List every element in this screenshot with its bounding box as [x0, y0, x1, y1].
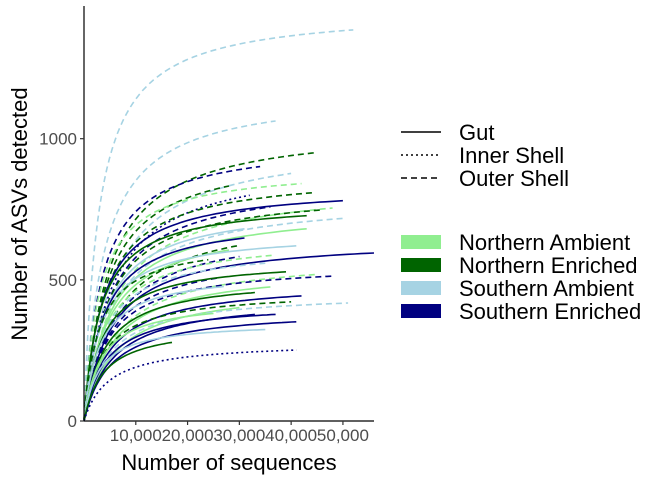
series-line — [83, 312, 214, 422]
series-line — [83, 258, 209, 422]
series-line — [83, 285, 224, 422]
x-tick-label: 30,000 — [213, 426, 265, 445]
series-line — [83, 217, 343, 422]
series-line — [83, 245, 297, 422]
legend-color-label: Northern Ambient — [459, 230, 630, 255]
x-tick-label: 20,000 — [162, 426, 214, 445]
legend-color-label: Northern Enriched — [459, 253, 638, 278]
series-line — [83, 214, 307, 422]
legend-color-swatch — [401, 258, 441, 272]
x-axis-ticks: 10,000 20,000 30,000 40,000 50,000 — [110, 421, 369, 445]
series-line — [83, 120, 276, 422]
series-line — [83, 328, 266, 422]
series-line — [83, 321, 297, 422]
series-line — [83, 172, 292, 422]
legend-color-swatch — [401, 281, 441, 295]
legend-color-label: Southern Ambient — [459, 276, 634, 301]
legend-linetype-label: Inner Shell — [459, 143, 564, 168]
series-lines — [83, 29, 375, 422]
x-tick-label: 10,000 — [110, 426, 162, 445]
series-line — [83, 29, 354, 422]
series-line — [83, 182, 302, 422]
x-tick-label: 50,000 — [317, 426, 369, 445]
y-tick-label: 1000 — [39, 130, 77, 149]
legend-color-swatch — [401, 304, 441, 318]
legend-color-swatch — [401, 235, 441, 249]
legend-color-label: Southern Enriched — [459, 299, 641, 324]
y-axis-title: Number of ASVs detected — [7, 87, 32, 340]
legend-linetype-label: Outer Shell — [459, 166, 569, 191]
y-tick-label: 0 — [68, 412, 77, 431]
series-line — [83, 349, 297, 422]
series-line — [83, 209, 323, 422]
y-axis-ticks: 0 500 1000 — [39, 130, 84, 431]
y-tick-label: 500 — [49, 271, 77, 290]
x-tick-label: 40,000 — [265, 426, 317, 445]
x-axis-title: Number of sequences — [121, 450, 336, 475]
legend-linetype-label: Gut — [459, 120, 494, 145]
series-line — [83, 252, 375, 422]
series-line — [83, 275, 333, 422]
series-line — [83, 313, 276, 422]
series-line — [83, 207, 333, 422]
series-line — [83, 341, 173, 422]
series-line — [83, 244, 240, 422]
